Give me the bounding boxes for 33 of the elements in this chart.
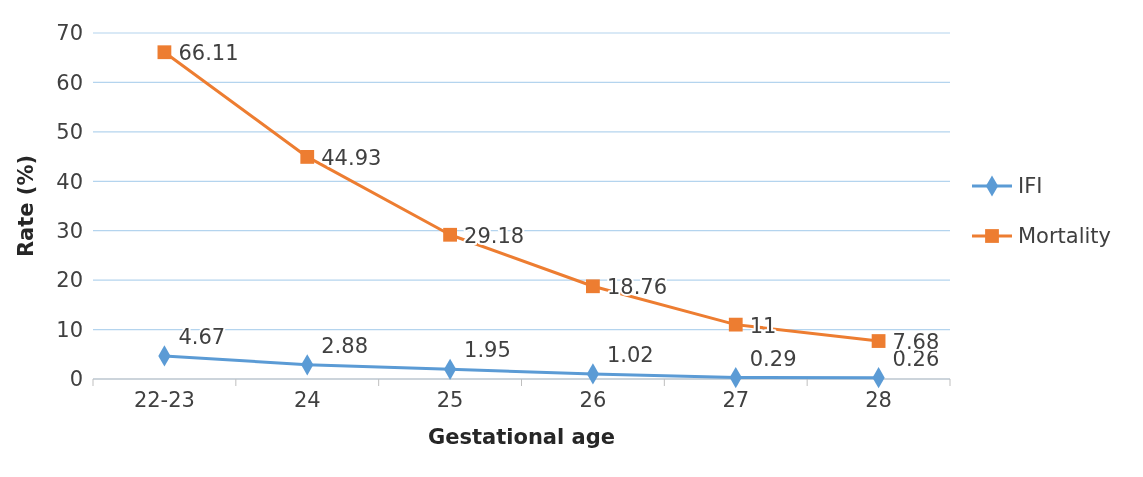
data-label: 1.02: [606, 342, 654, 367]
data-label: 18.76: [606, 275, 668, 300]
x-axis-title: Gestational age: [428, 425, 615, 449]
y-tick-label: 30: [56, 219, 83, 244]
x-tick-label: 25: [436, 388, 464, 412]
data-label: 66.11: [178, 41, 239, 66]
y-tick-label: 20: [56, 268, 83, 293]
y-tick-label: 50: [56, 120, 83, 145]
data-label: 1.95: [464, 338, 511, 363]
y-axis-title: Rate (%): [14, 154, 38, 258]
x-tick-label: 26: [579, 388, 607, 412]
y-tick-label: 0: [69, 367, 83, 392]
x-tick-label: 22-23: [133, 388, 195, 412]
y-tick-label: 60: [56, 70, 83, 95]
point: [300, 150, 315, 164]
point: [586, 279, 600, 294]
legend-label: Mortality: [1018, 224, 1112, 249]
x-tick-label: 28: [865, 388, 892, 412]
point: [728, 317, 743, 332]
legend-label: IFI: [1018, 174, 1043, 199]
x-tick-label: 24: [293, 388, 321, 412]
point: [157, 45, 172, 60]
x-tick-label: 27: [722, 388, 750, 412]
y-tick-label: 10: [56, 317, 83, 342]
y-tick-label: 40: [56, 169, 83, 194]
data-label: 2.88: [321, 333, 369, 358]
point: [443, 227, 457, 242]
data-label: 4.67: [178, 324, 226, 349]
data-label: 29.18: [464, 223, 525, 248]
data-label: 0.29: [749, 346, 797, 371]
y-tick-label: 70: [56, 21, 83, 46]
point: [871, 334, 886, 348]
data-label: 44.93: [321, 145, 382, 170]
